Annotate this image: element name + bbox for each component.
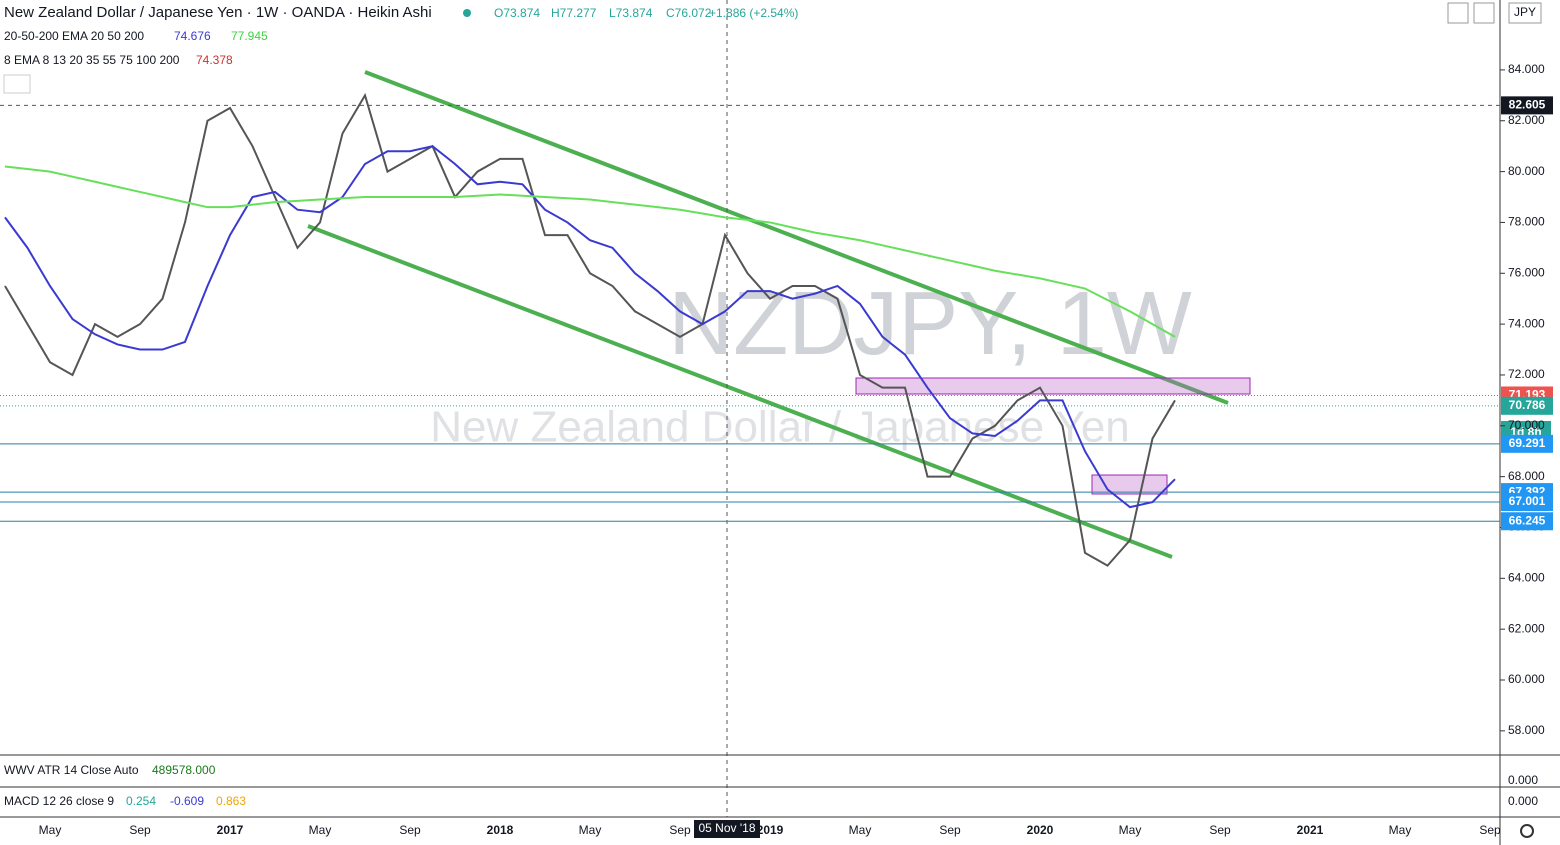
series-line	[4, 145, 1176, 509]
header-close: C76.072	[666, 6, 712, 20]
crosshair-date: 05 Nov '18	[699, 821, 756, 835]
macd-value: 0.254	[126, 794, 156, 808]
y-tick-label: 84.000	[1508, 62, 1545, 76]
atr-value: 489578.000	[152, 763, 216, 777]
currency-button[interactable]	[1508, 2, 1542, 24]
y-tick-label: 80.000	[1508, 164, 1545, 178]
x-tick-label: Sep	[1209, 823, 1231, 837]
y-tick-label: 74.000	[1508, 316, 1545, 330]
crosshair-date-box	[694, 820, 760, 838]
header-low: L73.874	[609, 6, 653, 20]
x-tick-label: 2021	[1297, 823, 1324, 837]
x-tick-label: 2019	[757, 823, 784, 837]
scroll-button[interactable]	[1447, 2, 1469, 24]
resistance-zone	[855, 377, 1251, 395]
header-title: New Zealand Dollar / Japanese Yen · 1W ·…	[4, 4, 432, 21]
atr-axis-label: 0.000	[1508, 773, 1538, 787]
y-tick-label: 60.000	[1508, 672, 1545, 686]
y-tick-label: 76.000	[1508, 265, 1545, 279]
header-high: H77.277	[551, 6, 597, 20]
support-line-label: 66.245	[1509, 513, 1546, 527]
indicator-name: 8 EMA 8 13 20 35 55 75 100 200	[4, 53, 180, 67]
indicator-name: 20-50-200 EMA 20 50 200	[4, 29, 144, 43]
header-change: +1.886 (+2.54%)	[709, 6, 798, 20]
support-line-label-box	[1501, 512, 1553, 531]
currency-label: JPY	[1514, 5, 1536, 19]
y-tick-label: 68.000	[1508, 469, 1545, 483]
atr-name: WWV ATR 14 Close Auto	[4, 763, 139, 777]
channel-upper	[364, 70, 1229, 405]
x-tick-label: 2017	[217, 823, 244, 837]
macd-value: 0.863	[216, 794, 246, 808]
status-dot	[463, 9, 471, 17]
crosshair-price-label-box	[1501, 96, 1553, 115]
y-tick-label: 78.000	[1508, 215, 1545, 229]
y-tick-label: 58.000	[1508, 723, 1545, 737]
settings-icon[interactable]	[1520, 824, 1534, 838]
support-line-label-box	[1501, 493, 1553, 512]
macd-value: -0.609	[170, 794, 204, 808]
collapse-button[interactable]	[3, 74, 31, 94]
last-price-label: 70.786	[1509, 398, 1546, 412]
support-line-label: 67.001	[1509, 494, 1546, 508]
header-open: O73.874	[494, 6, 540, 20]
crosshair-price-label: 82.605	[1509, 98, 1546, 112]
x-tick-label: Sep	[129, 823, 151, 837]
x-tick-label: May	[579, 823, 602, 837]
indicator-value: 74.676	[174, 29, 211, 43]
x-tick-label: 2018	[487, 823, 514, 837]
support-line-label: 69.291	[1509, 436, 1546, 450]
y-tick-label: 70.000	[1508, 418, 1545, 432]
x-tick-label: May	[309, 823, 332, 837]
indicator-value: 77.945	[231, 29, 268, 43]
y-tick-label: 72.000	[1508, 367, 1545, 381]
y-tick-label: 62.000	[1508, 621, 1545, 635]
x-tick-label: May	[849, 823, 872, 837]
demand-zone	[1091, 474, 1168, 495]
x-tick-label: May	[39, 823, 62, 837]
x-tick-label: May	[1119, 823, 1142, 837]
x-tick-label: Sep	[939, 823, 961, 837]
x-tick-label: May	[1389, 823, 1412, 837]
x-tick-label: Sep	[669, 823, 691, 837]
macd-name: MACD 12 26 close 9	[4, 794, 114, 808]
indicator-value: 74.378	[196, 53, 233, 67]
y-tick-label: 82.000	[1508, 113, 1545, 127]
x-tick-label: Sep	[399, 823, 421, 837]
support-line-label-box	[1501, 434, 1553, 453]
y-tick-label: 64.000	[1508, 570, 1545, 584]
x-tick-label: 2020	[1027, 823, 1054, 837]
reset-button[interactable]	[1473, 2, 1495, 24]
series-line	[4, 165, 1176, 338]
x-tick-label: Sep	[1479, 823, 1501, 837]
last-price-label-box	[1501, 396, 1553, 415]
macd-axis-label: 0.000	[1508, 794, 1538, 808]
